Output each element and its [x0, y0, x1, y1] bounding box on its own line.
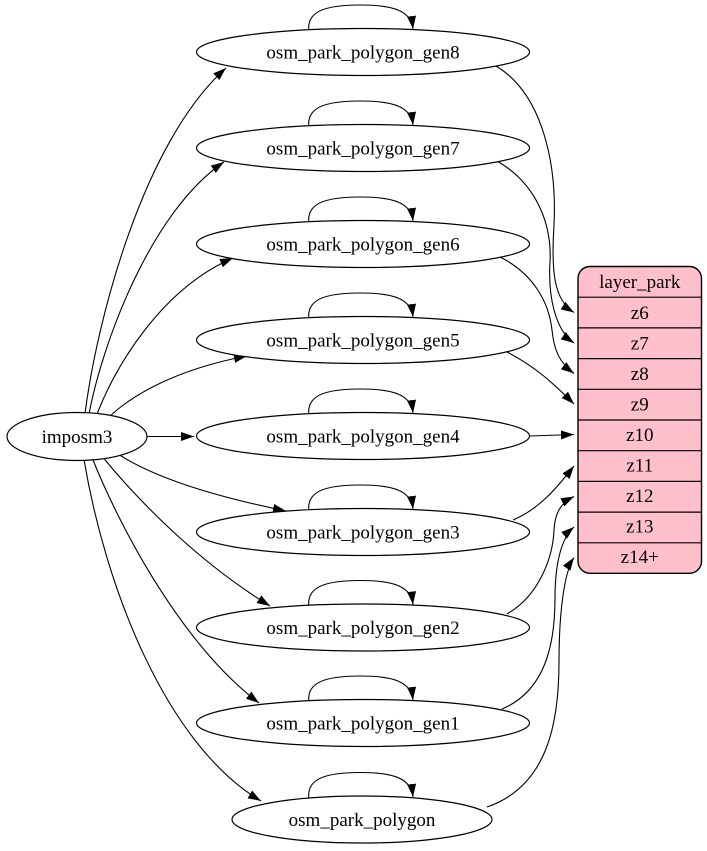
self-loop-gen6: [308, 196, 417, 224]
self-loop-gen8: [308, 4, 417, 32]
row-z9: z9: [631, 395, 649, 416]
imposm3-ellipse: [6, 411, 148, 462]
edge-imposm3-gen6: [95, 257, 234, 418]
self-loop-edges: [308, 4, 417, 800]
gen3-label: osm_park_polygon_gen3: [266, 523, 459, 544]
gen7-label: osm_park_polygon_gen7: [266, 139, 459, 160]
row-z6: z6: [631, 303, 649, 324]
edge-imposm3-gen5: [104, 353, 248, 422]
edge-gen8-z6: [495, 65, 575, 313]
node-osm-park-polygon-gen2: osm_park_polygon_gen2: [195, 603, 531, 652]
edge-imposm3-gen2: [100, 454, 271, 607]
edges-from-root: [83, 67, 287, 802]
edge-imposm3-gen8: [84, 67, 227, 414]
self-loop-gen7: [308, 100, 417, 128]
edge-gen5-z9: [506, 351, 575, 405]
gen2-label: osm_park_polygon_gen2: [266, 618, 459, 639]
row-z12: z12: [626, 486, 653, 507]
edge-gen4-z10: [529, 430, 575, 440]
edge-imposm3-gen1: [91, 457, 260, 704]
gen5-ellipse: [195, 315, 531, 365]
edge-imposm3-gen3: [111, 449, 287, 513]
edge-gen2-z12: [506, 496, 575, 615]
row-z11: z11: [626, 456, 653, 477]
row-z13: z13: [626, 517, 653, 538]
polygon-ellipse: [231, 795, 493, 844]
edge-gen3-z11: [512, 465, 575, 521]
layer-park-title: layer_park: [599, 272, 681, 293]
node-osm-park-polygon: osm_park_polygon: [231, 795, 493, 844]
row-z7: z7: [631, 334, 649, 355]
self-loop-gen1: [308, 675, 417, 703]
node-osm-park-polygon-gen7: osm_park_polygon_gen7: [195, 123, 531, 173]
imposm3-label: imposm3: [42, 427, 113, 448]
node-layer-park-table: layer_park z6 z7 z8 z9 z10 z11 z12 z13 z…: [577, 265, 703, 574]
row-z14: z14+: [621, 547, 659, 568]
self-loop-gen3: [308, 484, 417, 512]
edge-polygon-z14: [486, 557, 575, 808]
gen6-ellipse: [195, 219, 531, 269]
node-osm-park-polygon-gen1: osm_park_polygon_gen1: [195, 698, 531, 748]
layer-park-row-separators: [578, 296, 702, 544]
node-osm-park-polygon-gen4: osm_park_polygon_gen4: [195, 411, 531, 461]
edge-imposm3-polygon: [83, 459, 262, 802]
node-osm-park-polygon-gen8: osm_park_polygon_gen8: [195, 27, 531, 77]
gen2-ellipse: [195, 603, 531, 652]
polygon-label: osm_park_polygon: [289, 810, 436, 831]
gen7-ellipse: [195, 123, 531, 173]
node-osm-park-polygon-gen6: osm_park_polygon_gen6: [195, 219, 531, 269]
gen4-ellipse: [195, 411, 531, 461]
gen4-label: osm_park_polygon_gen4: [266, 427, 460, 448]
gen8-ellipse: [195, 27, 531, 77]
row-z8: z8: [631, 364, 649, 385]
edge-imposm3-gen7: [88, 161, 225, 415]
gen8-label: osm_park_polygon_gen8: [266, 43, 459, 64]
gen1-ellipse: [195, 698, 531, 748]
edge-gen7-z7: [496, 160, 575, 344]
node-imposm3: imposm3: [6, 411, 148, 462]
row-z10: z10: [626, 425, 653, 446]
self-loop-gen5: [308, 292, 417, 320]
gen5-label: osm_park_polygon_gen5: [266, 331, 459, 352]
node-osm-park-polygon-gen3: osm_park_polygon_gen3: [195, 507, 531, 557]
edge-gen6-z8: [499, 256, 575, 374]
edges-to-table: [486, 65, 575, 808]
node-osm-park-polygon-gen5: osm_park_polygon_gen5: [195, 315, 531, 365]
edge-gen1-z13: [501, 526, 575, 710]
self-loop-gen2: [308, 579, 417, 608]
self-loop-polygon: [308, 771, 417, 800]
gen1-label: osm_park_polygon_gen1: [266, 714, 459, 735]
gen6-label: osm_park_polygon_gen6: [266, 235, 459, 256]
gen3-ellipse: [195, 507, 531, 557]
self-loop-gen4: [308, 388, 417, 416]
